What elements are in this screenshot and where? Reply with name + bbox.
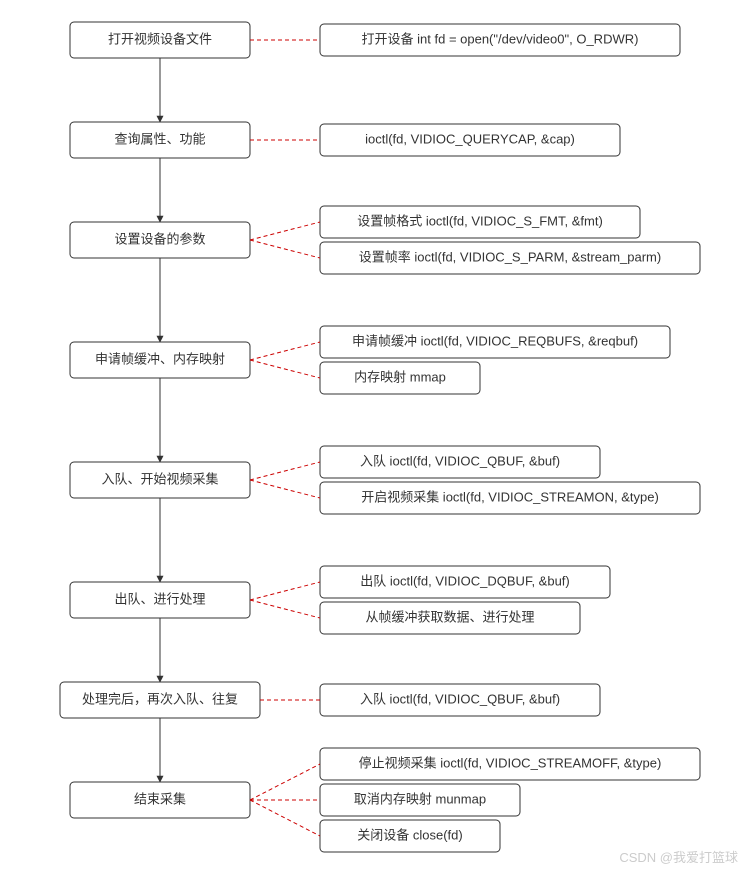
dashed-n3-r3a — [250, 222, 320, 240]
dashed-n5-r5a — [250, 462, 320, 480]
left-node-label-n6: 出队、进行处理 — [114, 591, 205, 606]
right-node-label-r6a: 出队 ioctl(fd, VIDIOC_DQBUF, &buf) — [360, 573, 570, 588]
left-node-label-n4: 申请帧缓冲、内存映射 — [95, 351, 225, 366]
right-node-label-r2: ioctl(fd, VIDIOC_QUERYCAP, &cap) — [365, 131, 575, 146]
right-node-label-r3a: 设置帧格式 ioctl(fd, VIDIOC_S_FMT, &fmt) — [357, 213, 603, 228]
right-node-label-r4b: 内存映射 mmap — [354, 369, 446, 384]
right-node-label-r8a: 停止视频采集 ioctl(fd, VIDIOC_STREAMOFF, &type… — [359, 755, 662, 770]
left-node-label-n5: 入队、开始视频采集 — [101, 471, 218, 486]
watermark-text: CSDN @我爱打篮球 — [619, 850, 738, 865]
left-node-label-n2: 查询属性、功能 — [114, 131, 205, 146]
right-node-label-r6b: 从帧缓冲获取数据、进行处理 — [365, 609, 534, 624]
left-node-label-n8: 结束采集 — [134, 791, 186, 806]
dashed-n5-r5b — [250, 480, 320, 498]
right-node-label-r3b: 设置帧率 ioctl(fd, VIDIOC_S_PARM, &stream_pa… — [359, 249, 661, 264]
right-node-label-r5a: 入队 ioctl(fd, VIDIOC_QBUF, &buf) — [360, 453, 560, 468]
right-node-label-r8c: 关闭设备 close(fd) — [357, 827, 462, 842]
dashed-n4-r4b — [250, 360, 320, 378]
right-node-label-r7: 入队 ioctl(fd, VIDIOC_QBUF, &buf) — [360, 691, 560, 706]
dashed-n4-r4a — [250, 342, 320, 360]
left-node-label-n3: 设置设备的参数 — [114, 231, 205, 246]
dashed-n8-r8c — [250, 800, 320, 836]
dashed-n6-r6a — [250, 582, 320, 600]
flowchart-diagram: 打开视频设备文件查询属性、功能设置设备的参数申请帧缓冲、内存映射入队、开始视频采… — [0, 0, 748, 870]
left-node-label-n7: 处理完后，再次入队、往复 — [82, 691, 238, 706]
left-node-label-n1: 打开视频设备文件 — [108, 31, 212, 46]
right-node-label-r8b: 取消内存映射 munmap — [354, 791, 486, 806]
dashed-n3-r3b — [250, 240, 320, 258]
dashed-n6-r6b — [250, 600, 320, 618]
right-node-label-r4a: 申请帧缓冲 ioctl(fd, VIDIOC_REQBUFS, &reqbuf) — [352, 333, 638, 348]
right-node-label-r1: 打开设备 int fd = open("/dev/video0", O_RDWR… — [362, 31, 639, 46]
dashed-n8-r8a — [250, 764, 320, 800]
right-node-label-r5b: 开启视频采集 ioctl(fd, VIDIOC_STREAMON, &type) — [361, 489, 659, 504]
